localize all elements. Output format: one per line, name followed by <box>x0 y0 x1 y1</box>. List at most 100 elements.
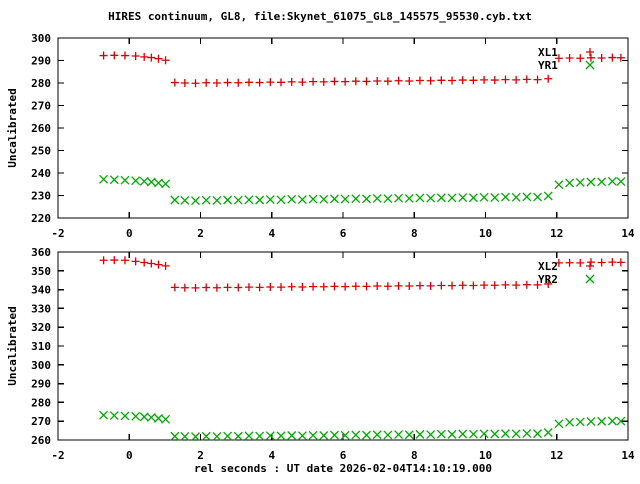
x-tick-label: 10 <box>479 227 492 240</box>
data-point-marker <box>161 179 171 189</box>
data-point-marker <box>277 78 286 87</box>
x-tick-label: 14 <box>621 449 635 462</box>
data-point-marker <box>191 79 200 88</box>
data-point-marker <box>586 53 595 62</box>
data-point-marker <box>554 258 563 267</box>
x-tick-label: 2 <box>197 227 204 240</box>
y-tick-label: 290 <box>31 378 51 391</box>
data-point-marker <box>405 76 414 85</box>
chart-title: HIRES continuum, GL8, file:Skynet_61075_… <box>108 10 532 23</box>
legend-entry-XL2[interactable]: XL2 <box>538 260 594 273</box>
data-point-marker <box>131 411 141 421</box>
data-point-marker <box>244 195 254 205</box>
x-tick-label: 14 <box>621 227 635 240</box>
data-point-marker <box>394 76 403 85</box>
data-point-marker <box>140 52 149 61</box>
legend-label-YR1: YR1 <box>538 59 558 72</box>
data-point-marker <box>212 431 222 441</box>
data-point-marker <box>490 429 500 439</box>
data-point-marker <box>266 282 275 291</box>
y-tick-label: 260 <box>31 122 51 135</box>
legend-marker-cross-icon <box>585 60 595 70</box>
data-point-marker <box>404 430 414 440</box>
y-tick-label: 300 <box>31 32 51 45</box>
data-point-marker <box>340 194 350 204</box>
y-tick-label: 230 <box>31 190 51 203</box>
data-point-marker <box>383 282 392 291</box>
data-point-marker <box>404 193 414 203</box>
data-point-marker <box>436 193 446 203</box>
legend-label-XL1: XL1 <box>538 46 558 59</box>
legend-label-XL2: XL2 <box>538 260 558 273</box>
data-point-marker <box>309 282 318 291</box>
legend-entry-YR2[interactable]: YR2 <box>538 273 595 286</box>
data-point-marker <box>565 54 574 63</box>
data-point-marker <box>576 258 585 267</box>
data-point-marker <box>276 195 286 205</box>
data-point-marker <box>469 281 478 290</box>
data-point-marker <box>212 283 221 292</box>
data-point-marker <box>394 281 403 290</box>
data-point-marker <box>99 256 108 265</box>
data-point-marker <box>287 194 297 204</box>
data-point-marker <box>265 431 275 441</box>
data-point-marker <box>362 77 371 86</box>
data-point-marker <box>161 261 170 270</box>
data-point-marker <box>330 282 339 291</box>
data-point-marker <box>161 414 171 424</box>
data-point-marker <box>255 283 264 292</box>
data-point-marker <box>180 283 189 292</box>
legend-entry-XL1[interactable]: XL1 <box>538 46 594 59</box>
data-point-marker <box>180 79 189 87</box>
y-axis-label: Uncalibrated <box>6 88 19 167</box>
data-point-marker <box>597 54 606 63</box>
data-point-marker <box>120 175 130 185</box>
y-tick-label: 220 <box>31 212 51 225</box>
data-point-marker <box>608 53 617 62</box>
data-point-marker <box>266 78 275 87</box>
data-point-marker <box>223 431 233 441</box>
data-point-marker <box>543 191 553 201</box>
data-point-marker <box>255 195 265 205</box>
data-point-marker <box>522 428 532 438</box>
data-point-marker <box>234 283 243 292</box>
data-point-marker <box>154 54 163 63</box>
data-point-marker <box>426 281 435 290</box>
data-point-marker <box>201 431 211 441</box>
data-point-marker <box>170 195 180 205</box>
data-point-marker <box>616 53 625 62</box>
x-tick-label: 8 <box>411 449 418 462</box>
legend-entry-YR1[interactable]: YR1 <box>538 59 595 72</box>
y-tick-label: 310 <box>31 340 51 353</box>
y-tick-label: 360 <box>31 246 51 259</box>
data-point-marker <box>223 78 232 87</box>
data-point-marker <box>309 77 318 86</box>
data-point-marker <box>512 75 521 84</box>
legend-marker-cross-icon <box>585 274 595 284</box>
data-point-marker <box>607 416 617 426</box>
data-point-marker <box>500 192 510 202</box>
legend-label-YR2: YR2 <box>538 273 558 286</box>
data-point-marker <box>608 258 617 267</box>
data-point-marker <box>233 431 243 441</box>
x-tick-label: 4 <box>268 227 275 240</box>
data-point-marker <box>533 429 542 439</box>
data-point-marker <box>146 412 156 422</box>
data-point-marker <box>212 79 221 87</box>
data-point-marker <box>147 259 156 268</box>
y-tick-label: 280 <box>31 396 51 409</box>
x-tick-label: 2 <box>197 449 204 462</box>
data-point-marker <box>351 430 361 440</box>
data-point-marker <box>447 193 457 203</box>
data-point-marker <box>340 430 350 440</box>
data-point-marker <box>233 195 243 205</box>
y-tick-label: 270 <box>31 100 51 113</box>
data-point-marker <box>415 281 424 290</box>
data-point-marker <box>543 428 553 437</box>
data-point-marker <box>480 281 489 290</box>
data-point-marker <box>586 177 596 187</box>
data-point-marker <box>287 282 296 291</box>
data-point-marker <box>120 256 129 265</box>
data-point-marker <box>437 76 446 85</box>
data-point-marker <box>330 77 339 86</box>
